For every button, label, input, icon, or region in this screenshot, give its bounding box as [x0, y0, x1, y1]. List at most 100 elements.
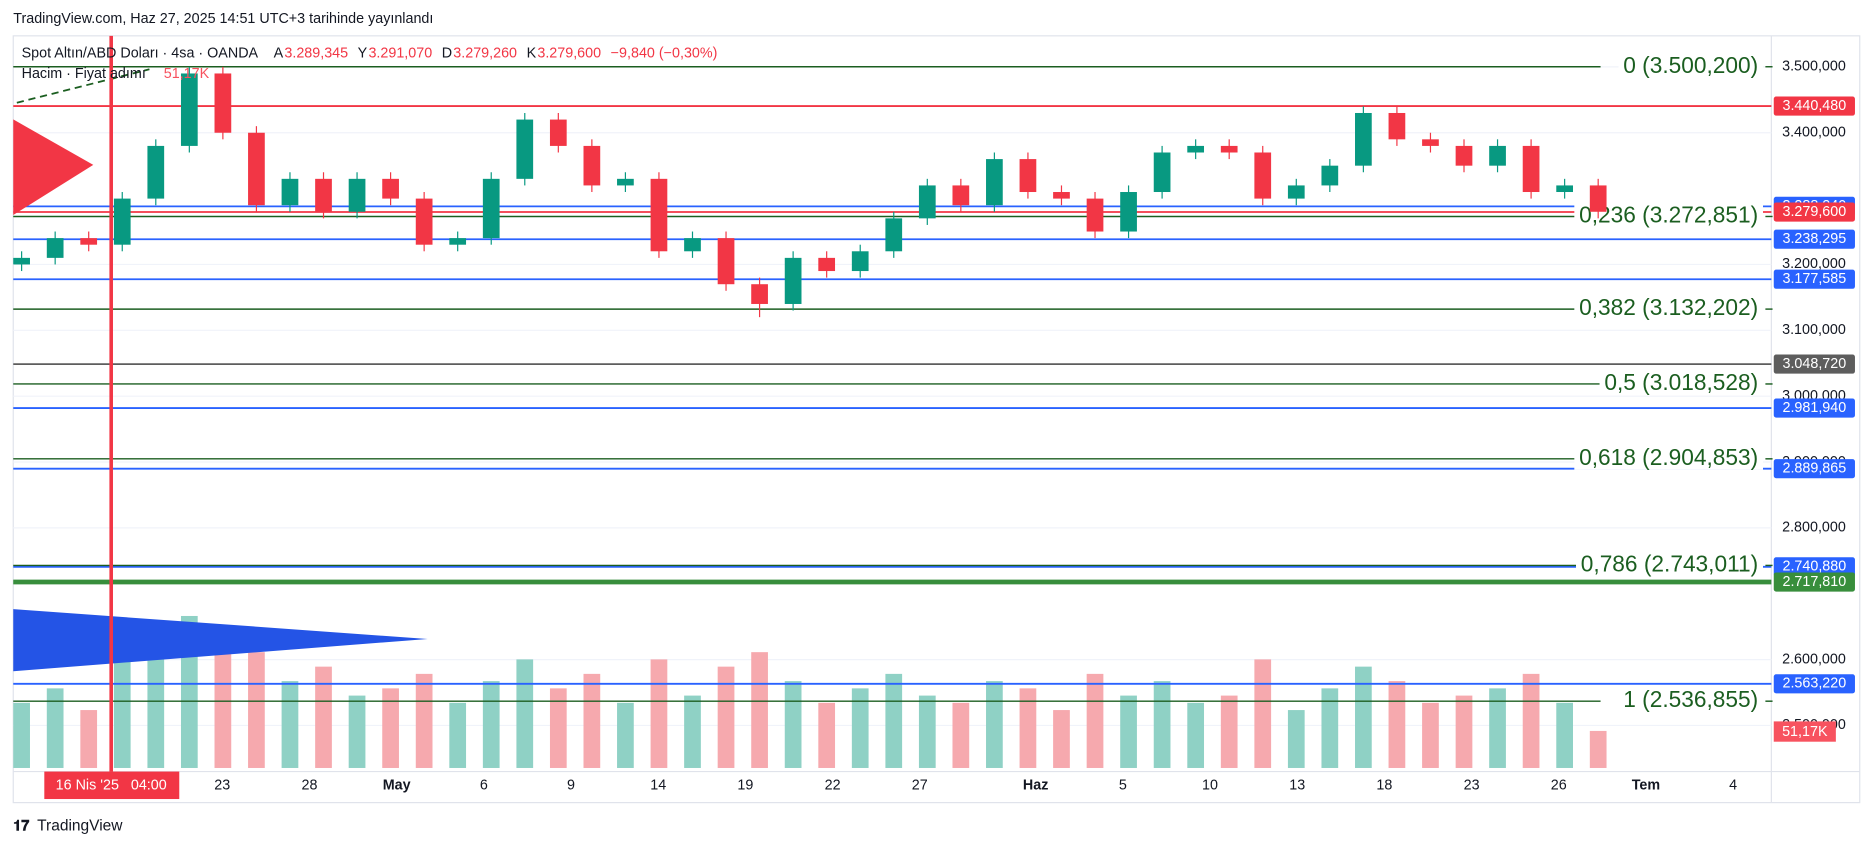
volume-bar [1355, 666, 1372, 768]
volume-bar [348, 695, 366, 768]
candle-body [1556, 185, 1573, 193]
triangle-drawing [13, 119, 94, 215]
time-tick-label: 10 [1202, 778, 1218, 794]
candle-body [751, 284, 768, 304]
candle-body [1120, 192, 1137, 232]
volume-bar [1287, 710, 1305, 768]
candle-body [684, 238, 701, 252]
candle-body [952, 185, 970, 206]
symbol: Spot Altın/ABD Doları · 4sa · OANDA [22, 46, 259, 62]
volume-bar [986, 681, 1003, 768]
candle-body [1153, 152, 1171, 193]
volume-bar [281, 681, 299, 768]
volume-bar [382, 688, 399, 768]
candle-body [1522, 145, 1540, 193]
candle-body [281, 178, 299, 206]
footer: 𝟏𝟕 TradingView [13, 818, 123, 835]
candle-body [851, 251, 869, 272]
candle-body [1019, 159, 1037, 193]
time-tick-label: 5 [1119, 778, 1127, 794]
candle-body [617, 178, 634, 186]
candle-body [1489, 145, 1506, 166]
time-tick-label: May [383, 778, 411, 794]
candle-body [1455, 145, 1473, 166]
candle-body [818, 257, 836, 272]
candle-body [1220, 145, 1238, 153]
volume-bar [1086, 673, 1104, 768]
level-badge-label: 3.177,585 [1782, 271, 1846, 287]
volume-bar [113, 659, 131, 768]
candle-body [650, 178, 668, 252]
volume-bar [46, 688, 64, 768]
fib-label: 0,786 (2.743,011) [1581, 550, 1758, 576]
volume-bar [482, 681, 500, 768]
candle-body [885, 218, 903, 252]
level-badge-label: 2.563,220 [1782, 676, 1846, 692]
candle-body [415, 198, 433, 245]
volume-bar [650, 659, 668, 768]
volume-bar [717, 666, 735, 768]
candle-body [147, 145, 165, 199]
candle-body [13, 257, 30, 265]
level-badge [1773, 229, 1855, 249]
legend-key: Y [358, 46, 368, 62]
time-tick-label: Tem [1632, 778, 1660, 794]
fib-label-bg [1576, 550, 1764, 577]
time-tick-label: 27 [912, 778, 928, 794]
volume-bar [818, 702, 836, 768]
candle-body [784, 257, 802, 304]
price-tick-label: 2.600,000 [1782, 651, 1846, 667]
candle-body [248, 132, 265, 206]
candle-body [717, 238, 735, 285]
candle-body [315, 178, 332, 212]
level-badge-label: 3.279,600 [1782, 204, 1846, 220]
candle-body [214, 73, 232, 133]
legend-value: 3.289,345 [284, 46, 348, 62]
fib-label: 0,382 (3.132,202) [1579, 294, 1758, 320]
candle-body [918, 185, 936, 219]
fib-label: 0 (3.500,200) [1623, 52, 1758, 78]
time-tick-label: 28 [301, 778, 317, 794]
candle-body [1053, 192, 1070, 199]
volume-value: 51,17K [164, 66, 210, 82]
volume-bar [1153, 681, 1171, 768]
cursor-badge [44, 771, 180, 800]
time-tick-label: 26 [1551, 778, 1567, 794]
volume-bar [918, 695, 936, 768]
volume-bar [1388, 681, 1406, 768]
fib-label-bg [1618, 686, 1764, 713]
level-badge [1773, 557, 1855, 577]
volume-bar [1589, 730, 1607, 768]
candle-body [1287, 185, 1305, 199]
candle-body [449, 238, 467, 245]
candle-body [1254, 152, 1272, 199]
level-badge [1773, 202, 1855, 222]
time-tick-label: 22 [825, 778, 841, 794]
time-tick-label: 9 [567, 778, 575, 794]
volume-badge-label: 51,17K [1782, 724, 1828, 740]
fib-label-bg [1599, 368, 1764, 395]
volume-bar [583, 673, 601, 768]
volume-bar [1019, 688, 1037, 768]
level-badge-label: 2.889,865 [1782, 460, 1846, 476]
candle-body [1321, 165, 1339, 186]
volume-bar [1455, 695, 1473, 768]
level-badge [1773, 674, 1855, 694]
volume-bar [1187, 702, 1205, 768]
fib-label: 0,5 (3.018,528) [1604, 369, 1758, 395]
candle-body [180, 73, 198, 146]
price-tick-label: 2.800,000 [1782, 520, 1846, 536]
candle-body [1589, 185, 1607, 212]
volume-bar [1422, 702, 1439, 768]
fib-label: 0,236 (3.272,851) [1579, 201, 1758, 227]
volume-bar [1556, 702, 1573, 768]
candles [13, 66, 1607, 318]
candle-body [46, 238, 64, 258]
price-tick-label: 3.200,000 [1782, 256, 1846, 272]
time-tick-label: 14 [650, 778, 666, 794]
legend-value: 3.279,600 [537, 46, 601, 62]
volume-bar [885, 673, 903, 768]
volume-bar [1489, 688, 1506, 768]
